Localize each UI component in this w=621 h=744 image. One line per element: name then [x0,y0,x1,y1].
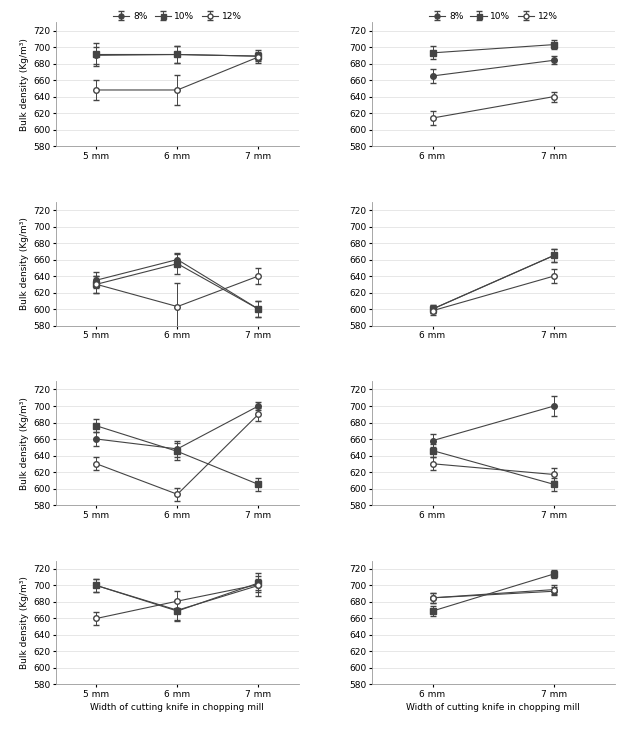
Y-axis label: Bulk density (Kg/m³): Bulk density (Kg/m³) [20,38,29,131]
Y-axis label: Bulk density (Kg/m³): Bulk density (Kg/m³) [20,576,29,669]
Legend: 8%, 10%, 12%: 8%, 10%, 12% [425,8,561,25]
Y-axis label: Bulk density (Kg/m³): Bulk density (Kg/m³) [20,397,29,490]
X-axis label: Width of cutting knife in chopping mill: Width of cutting knife in chopping mill [91,703,265,712]
Y-axis label: Bulk density (Kg/m³): Bulk density (Kg/m³) [20,217,29,310]
X-axis label: Width of cutting knife in chopping mill: Width of cutting knife in chopping mill [406,703,580,712]
Legend: 8%, 10%, 12%: 8%, 10%, 12% [109,8,245,25]
